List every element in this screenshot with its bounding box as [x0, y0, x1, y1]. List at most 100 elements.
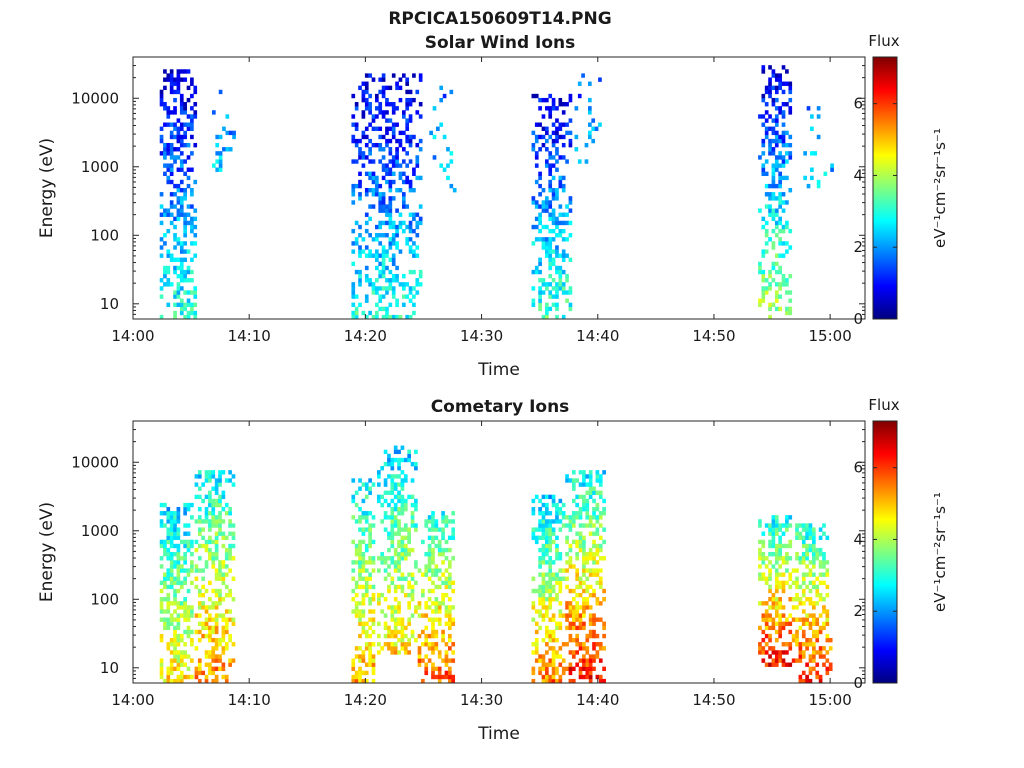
spectrogram-cell [397, 506, 401, 512]
spectrogram-cell [768, 552, 772, 557]
spectrogram-cell [218, 613, 222, 618]
spectrogram-cell [351, 494, 356, 500]
spectrogram-cell [364, 629, 369, 635]
spectrogram-cell [545, 642, 549, 647]
spectrogram-cell [551, 494, 556, 500]
spectrogram-cell [211, 650, 216, 655]
spectrogram-cell [781, 613, 786, 618]
spectrogram-cell [214, 498, 219, 504]
spectrogram-cell [447, 674, 452, 680]
spectrogram-cell [781, 192, 786, 197]
spectrogram-cell [354, 519, 359, 524]
spectrogram-cell [173, 204, 177, 209]
spectrogram-cell [193, 114, 198, 119]
spectrogram-cell [781, 621, 786, 626]
spectrogram-cell [371, 597, 376, 602]
spectrogram-cell [361, 658, 366, 663]
spectrogram-cell [548, 535, 553, 541]
cometary-ions-panel: Cometary Ions 14:00 14:10 14:20 14:30 14:40 1… [37, 396, 949, 744]
spectrogram-cell [588, 605, 593, 610]
spectrogram-cell [385, 97, 389, 103]
colorbar-unit-label: eV⁻¹cm⁻²sr⁻¹s⁻¹ [931, 492, 949, 612]
spectrogram-cell [768, 196, 772, 201]
spectrogram-cell [788, 306, 793, 312]
spectrogram-cell [541, 237, 546, 242]
spectrogram-cell [385, 163, 389, 168]
spectrogram-cell [561, 183, 566, 189]
spectrogram-cell [531, 511, 536, 516]
spectrogram-cell [351, 200, 356, 205]
spectrogram-cell [401, 130, 406, 136]
spectrogram-cell [183, 543, 187, 549]
spectrogram-cell [401, 302, 406, 308]
spectrogram-cell [768, 269, 772, 275]
spectrogram-cell [387, 605, 391, 610]
spectrogram-cell [764, 192, 769, 197]
spectrogram-cell [781, 208, 786, 213]
figure-title: RPCICA150609T14.PNG [388, 9, 611, 29]
spectrogram-cell [788, 273, 793, 279]
solar-wind-ions-panel: Solar Wind Ions 14:00 14:10 14:20 14:30 14:4… [37, 32, 949, 380]
spectrogram-cell [418, 175, 423, 181]
spectrogram-cell [801, 535, 806, 541]
spectrogram-cell [431, 662, 435, 667]
spectrogram-cell [393, 650, 398, 655]
spectrogram-cell [391, 290, 396, 295]
spectrogram-cell [351, 93, 356, 99]
spectrogram-cell [358, 584, 362, 590]
spectrogram-cell [208, 650, 212, 655]
spectrogram-cell [358, 478, 362, 483]
spectrogram-cell [574, 147, 579, 152]
spectrogram-cell [391, 253, 396, 258]
spectrogram-cell [424, 625, 429, 631]
spectrogram-cell [774, 560, 779, 565]
spectrogram-cell [801, 592, 806, 598]
spectrogram-cell [228, 552, 232, 557]
spectrogram-cell [221, 572, 226, 577]
spectrogram-cell [364, 97, 369, 103]
spectrogram-cell [385, 220, 389, 226]
spectrogram-cell [351, 498, 356, 504]
x-axis-label: Time [477, 724, 520, 744]
spectrogram-cell [228, 523, 232, 528]
spectrogram-cell [602, 646, 606, 651]
x-axis: 14:00 14:10 14:20 14:30 14:40 14:50 15:00 [111, 421, 852, 709]
spectrogram-cell [186, 674, 191, 680]
spectrogram-cell [395, 228, 399, 234]
spectrogram-cell [368, 601, 372, 606]
spectrogram-cell [414, 560, 418, 565]
spectrogram-cell [393, 609, 398, 614]
spectrogram-cell [774, 85, 779, 91]
spectrogram-cell [427, 568, 432, 573]
spectrogram-cell [551, 666, 556, 672]
spectrogram-cell [778, 73, 782, 78]
spectrogram-cell [585, 474, 590, 479]
spectrogram-cell [193, 89, 198, 95]
spectrogram-cell [771, 265, 776, 271]
spectrogram-cell [405, 241, 410, 246]
spectrogram-cell [166, 212, 171, 217]
spectrogram-cell [555, 654, 559, 659]
spectrogram-cell [798, 658, 803, 663]
spectrogram-cell [194, 670, 199, 676]
spectrogram-cell [387, 453, 391, 459]
spectrogram-cell [434, 629, 439, 635]
spectrogram-cell [761, 629, 766, 635]
spectrogram-cell [548, 290, 553, 295]
spectrogram-cell [561, 576, 566, 581]
spectrogram-cell [429, 130, 433, 136]
spectrogram-cell [221, 674, 226, 680]
spectrogram-cell [408, 224, 413, 230]
spectrogram-cell [368, 560, 372, 565]
spectrogram-cell [358, 179, 362, 185]
spectrogram-cell [159, 601, 164, 606]
spectrogram-cell [598, 576, 603, 581]
spectrogram-cell [447, 666, 452, 672]
spectrogram-cell [163, 106, 167, 111]
spectrogram-cell [447, 670, 452, 676]
spectrogram-cell [214, 478, 219, 483]
spectrogram-cell [531, 302, 536, 308]
spectrogram-cell [183, 617, 187, 622]
spectrogram-cell [354, 490, 359, 495]
y-tick-label: 1000 [81, 522, 119, 540]
